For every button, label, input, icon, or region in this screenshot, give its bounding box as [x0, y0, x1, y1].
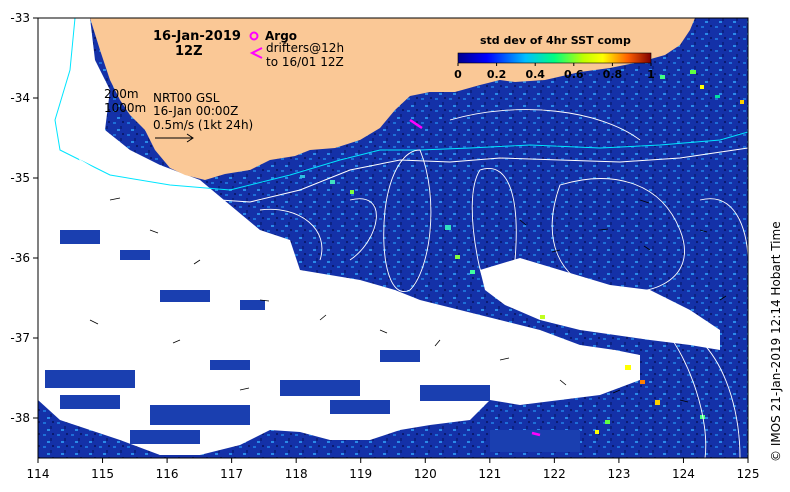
y-tick-label: -37 [10, 331, 30, 345]
date-title: 16-Jan-2019 [153, 29, 241, 44]
y-tick-label: -36 [10, 251, 30, 265]
current-source-label: NRT00 GSL [153, 91, 220, 105]
x-tick-label: 125 [737, 467, 760, 481]
ocean-field [38, 18, 748, 458]
y-tick-label: -34 [10, 91, 30, 105]
x-tick-label: 121 [478, 467, 501, 481]
x-tick-label: 115 [91, 467, 114, 481]
y-tick-label: -38 [10, 411, 30, 425]
drifters-label: drifters@12h [266, 41, 344, 55]
current-vectors [89, 197, 727, 403]
cloud-region-west [38, 18, 640, 455]
current-scale-arrow [155, 133, 194, 143]
argo-legend: Argo [249, 29, 297, 43]
x-tick-label: 120 [414, 467, 437, 481]
eddy-contours [259, 109, 748, 458]
x-tick-label: 117 [220, 467, 243, 481]
x-axis: 114 115 116 117 118 119 120 121 122 123 124 125 [27, 458, 760, 481]
colorbar-title: std dev of 4hr SST comp [480, 34, 631, 47]
x-tick-label: 116 [156, 467, 179, 481]
colorbar-tick-label: 1 [647, 68, 655, 81]
shelf-contour-200m [54, 18, 748, 191]
colorbar-gradient [457, 52, 652, 64]
shelf-contour-1000m [67, 18, 748, 203]
drifters-sub-label: to 16/01 12Z [266, 55, 344, 69]
hour-title: 12Z [175, 44, 203, 59]
contour-1000m-label: 1000m [104, 101, 146, 115]
colorbar-tick-label: 0.8 [603, 68, 623, 81]
y-tick-label: -33 [10, 11, 30, 25]
colorbar-tick-label: 0.2 [487, 68, 507, 81]
colorbar-tick-label: 0 [454, 68, 462, 81]
colorbar-tick-label: 0.6 [564, 68, 584, 81]
high-variance-specks [300, 70, 744, 434]
colorbar-ticks: 0 0.2 0.4 0.6 0.8 1 [454, 63, 655, 81]
x-tick-label: 123 [607, 467, 630, 481]
x-tick-label: 119 [349, 467, 372, 481]
drifters-legend: drifters@12h to 16/01 12Z [249, 41, 344, 69]
x-tick-label: 118 [285, 467, 308, 481]
credit-label: © IMOS 21-Jan-2019 12:14 Hobart Time [769, 221, 783, 462]
colorbar-tick-label: 0.4 [525, 68, 545, 81]
ocean-patches [45, 230, 580, 452]
drifter-track-1 [409, 118, 423, 130]
drifter-icon [249, 47, 263, 59]
y-axis: -33 -34 -35 -36 -37 -38 [10, 11, 38, 425]
current-scale-label: 0.5m/s (1kt 24h) [153, 118, 253, 132]
x-tick-label: 114 [27, 467, 50, 481]
plot-frame [37, 17, 749, 459]
y-tick-label: -35 [10, 171, 30, 185]
contour-200m-label: 200m [104, 87, 139, 101]
argo-icon [249, 31, 259, 41]
x-tick-label: 124 [672, 467, 695, 481]
x-tick-label: 122 [543, 467, 566, 481]
argo-label: Argo [265, 29, 297, 43]
drifter-track-2 [531, 431, 541, 437]
cloud-region-central [480, 258, 720, 350]
current-time-label: 16-Jan 00:00Z [153, 104, 238, 118]
colorbar: std dev of 4hr SST comp 0 0.2 0.4 0.6 0.8 1 [454, 34, 655, 81]
